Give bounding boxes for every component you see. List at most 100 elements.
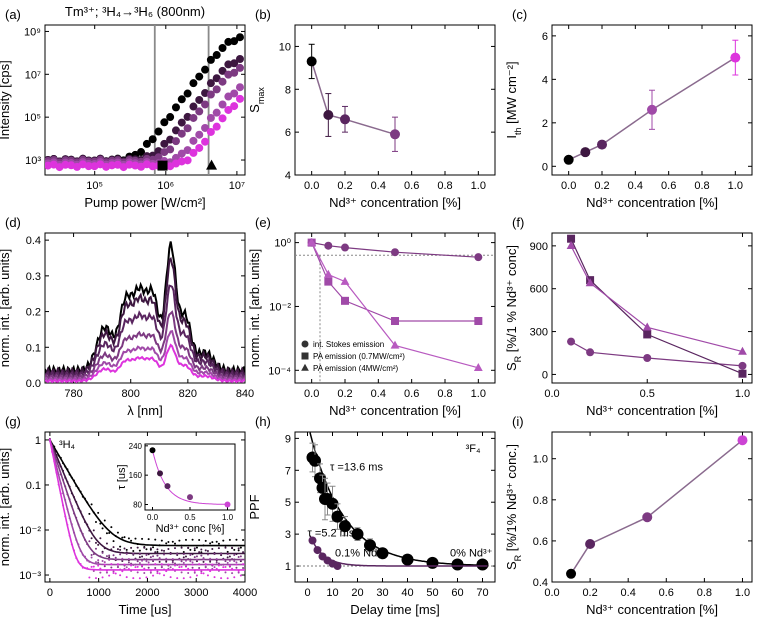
spectrum-0.2% — [45, 284, 245, 380]
data-point — [308, 536, 317, 545]
inset-data-point — [157, 470, 163, 477]
raw-point — [116, 563, 119, 566]
x-tick-label: 70 — [476, 587, 488, 599]
data-point — [390, 129, 400, 140]
raw-point — [132, 552, 135, 555]
raw-point — [90, 537, 93, 540]
raw-point — [180, 546, 183, 549]
raw-point — [99, 537, 102, 540]
raw-point — [206, 553, 209, 556]
data-point-1% — [61, 160, 70, 169]
raw-point — [123, 547, 126, 550]
data-point — [323, 110, 334, 120]
raw-point — [94, 541, 97, 544]
y-tick-label: 600 — [530, 284, 548, 296]
data-point — [580, 147, 591, 158]
data-point-0% — [224, 37, 233, 46]
data-point-0% — [166, 113, 175, 122]
raw-point — [204, 539, 207, 542]
raw-point — [136, 571, 139, 574]
raw-point — [132, 577, 135, 580]
raw-point — [163, 553, 166, 556]
raw-point — [101, 560, 104, 563]
panel-label: (a) — [5, 7, 21, 22]
raw-point — [103, 565, 106, 568]
data-point-0.1% — [189, 102, 198, 111]
raw-point — [101, 527, 104, 530]
raw-point — [171, 540, 174, 543]
y-tick-label: 10⁷ — [25, 69, 41, 81]
legend-label: PA emission (4MW/cm²) — [313, 364, 399, 373]
data-point-0% — [154, 127, 163, 136]
panel-b: 0.0 0.2 0.4 0.6 0.8 1.0 4 6 8 10 (b) Nd³⁺ concentra… — [247, 7, 496, 210]
y-tick-label: 10⁰ — [274, 238, 291, 250]
raw-point — [136, 546, 139, 549]
raw-point — [143, 572, 146, 575]
raw-point — [191, 566, 194, 569]
raw-point — [94, 521, 97, 524]
data-point-0% — [195, 72, 204, 81]
x-tick-label: 2000 — [135, 587, 159, 599]
raw-point — [90, 503, 93, 506]
y-axis-label: Ith [MW cm⁻²] — [504, 61, 523, 138]
raw-point — [228, 555, 231, 558]
raw-point — [211, 547, 214, 550]
raw-point — [222, 539, 225, 542]
raw-point — [239, 546, 242, 549]
x-tick-label: 0.6 — [404, 388, 419, 400]
data-point-0% — [189, 79, 198, 88]
raw-point — [237, 549, 240, 552]
raw-point — [97, 511, 100, 514]
raw-point — [204, 565, 207, 568]
data-point — [309, 454, 321, 467]
plot-frame-i — [551, 431, 753, 583]
x-tick-label: 4000 — [233, 587, 257, 599]
inset-x-label: Nd³⁺ conc [%] — [156, 523, 225, 535]
raw-point — [114, 556, 117, 559]
raw-point — [105, 555, 108, 558]
raw-point — [224, 571, 227, 574]
data-point-0.2% — [154, 153, 163, 162]
raw-point — [195, 558, 198, 561]
data-point-circle — [586, 348, 595, 357]
data-point-1% — [84, 162, 93, 171]
raw-point — [156, 572, 159, 575]
panel-label: (f) — [512, 215, 524, 230]
data-point — [737, 435, 748, 446]
raw-point — [211, 541, 214, 544]
raw-point — [182, 577, 185, 580]
raw-point — [145, 553, 148, 556]
y-tick-label: 10⁻³ — [19, 570, 41, 582]
data-point-1% — [235, 94, 244, 103]
raw-point — [147, 538, 150, 541]
raw-point — [176, 552, 179, 555]
raw-point — [145, 548, 148, 551]
x-tick-label: 1.0 — [471, 388, 486, 400]
inset-y-tick-label: 80 — [133, 501, 142, 510]
raw-point — [169, 576, 172, 579]
data-point-1% — [224, 105, 233, 114]
raw-point — [237, 547, 240, 550]
x-tick-label: 1.0 — [735, 587, 750, 599]
data-point-triangle — [566, 241, 576, 250]
x-tick-label: 0 — [47, 587, 53, 599]
y-tick-label: 10⁻⁴ — [268, 365, 291, 377]
data-point-0.1% — [195, 95, 204, 104]
data-point-1% — [206, 127, 215, 136]
plot-area-d — [45, 241, 245, 383]
tau-annotation-0: τ =13.6 ms — [330, 461, 383, 473]
raw-point — [138, 561, 141, 564]
panel-g: 0 1000 2000 3000 4000 1 0.1 10⁻² 10⁻³ (g) Time [us… — [0, 414, 257, 617]
x-axis-label: Time [us] — [119, 602, 172, 617]
raw-point — [165, 557, 168, 560]
data-point-0% — [206, 55, 215, 64]
spectrum-0.1% — [45, 256, 245, 379]
data-point — [566, 568, 577, 579]
y-tick-label: 0.4 — [26, 235, 41, 247]
x-axis-label: λ [nm] — [127, 403, 162, 418]
fit-line-0% — [49, 439, 245, 547]
data-point-0.2% — [195, 107, 204, 116]
raw-point — [138, 556, 141, 559]
raw-point — [195, 546, 198, 549]
x-tick-label: 0.8 — [697, 587, 712, 599]
